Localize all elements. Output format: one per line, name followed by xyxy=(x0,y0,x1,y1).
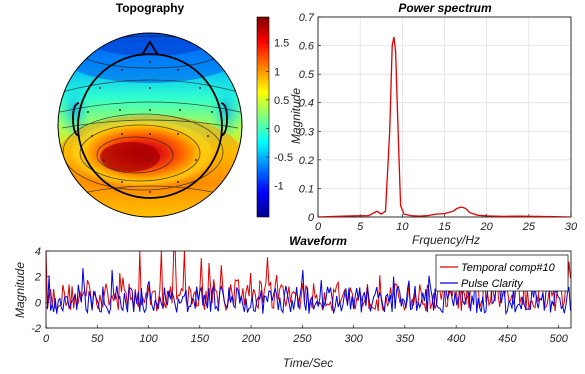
electrode-dot xyxy=(99,87,101,89)
x-tick-label: 25 xyxy=(522,221,536,233)
electrode-dot xyxy=(121,133,123,135)
electrode-dot xyxy=(149,133,151,135)
power-spectrum-grid xyxy=(317,16,572,218)
topography-panel: Topography xyxy=(57,1,293,218)
electrode-dot xyxy=(211,111,213,113)
colorbar-tick-label: 0 xyxy=(274,123,280,135)
electrode-dot xyxy=(149,191,151,193)
electrode-dot xyxy=(149,109,151,111)
power-spectrum-series xyxy=(318,36,571,217)
x-tick-label: 20 xyxy=(480,221,494,233)
colorbar-tick-label: 1.5 xyxy=(274,38,289,50)
electrode-dot xyxy=(91,135,93,137)
electrode-dot xyxy=(199,87,201,89)
electrode-dot xyxy=(195,159,197,161)
y-tick-label: 0.5 xyxy=(299,69,315,81)
x-tick-label: 0 xyxy=(43,333,50,345)
colorbar-tick-label: 0.5 xyxy=(274,95,289,107)
scalp-boundary xyxy=(57,32,243,218)
waveform-ylabel: Magnitude xyxy=(13,262,27,318)
y-tick-label: 0.4 xyxy=(299,98,314,110)
x-tick-label: 200 xyxy=(241,333,261,345)
waveform-xlabel: Time/Sec xyxy=(283,356,334,370)
x-tick-label: 500 xyxy=(550,333,569,345)
power-spectrum-title: Power spectrum xyxy=(398,1,492,15)
power-spectrum-ylabel: Magnitude xyxy=(289,88,303,144)
power-spectrum-ticks: 0 5 10 15 20 25 30 0 0.1 0.2 0.3 0.4 0.5 0.6 0.7 xyxy=(299,12,578,233)
y-tick-label: 0.7 xyxy=(299,12,315,24)
x-tick-label: 5 xyxy=(357,221,364,233)
colorbar-tick-label: -0.5 xyxy=(274,152,293,164)
waveform-legend: Temporal comp#10 Pulse Clarity xyxy=(435,254,569,292)
electrode-dot xyxy=(149,159,151,161)
x-tick-label: 50 xyxy=(91,333,104,345)
electrode-dots xyxy=(87,61,213,193)
electrode-dot xyxy=(207,135,209,137)
y-tick-label: 0 xyxy=(308,212,315,224)
y-tick-label: -2 xyxy=(31,323,41,335)
power-spectrum-panel: Power spectrum 0 5 10 15 20 25 30 0 0.1 0.2 0.3 0.4… xyxy=(289,1,578,247)
electrode-dot xyxy=(179,109,181,111)
y-tick-label: 0.3 xyxy=(299,126,315,138)
legend-box xyxy=(435,254,569,292)
head-outline xyxy=(77,53,223,199)
colorbar xyxy=(256,16,270,218)
electrode-dot xyxy=(177,181,179,183)
electrode-dot xyxy=(87,111,89,113)
x-tick-label: 10 xyxy=(396,221,409,233)
power-spectrum-xlabel: Frquency/Hz xyxy=(412,233,480,247)
waveform-series-pulse xyxy=(46,263,571,316)
x-tick-label: 15 xyxy=(438,221,451,233)
y-tick-label: 4 xyxy=(35,246,41,258)
legend-label-temporal: Temporal comp#10 xyxy=(461,262,556,274)
waveform-title: Waveform xyxy=(289,234,347,248)
x-tick-label: 350 xyxy=(396,333,415,345)
electrode-dot xyxy=(119,109,121,111)
x-tick-label: 300 xyxy=(344,333,363,345)
colorbar-ticks: 1.5 1 0.5 0 -0.5 -1 xyxy=(266,38,293,193)
topography-title: Topography xyxy=(116,1,185,15)
x-tick-label: 150 xyxy=(191,333,210,345)
y-tick-label: 0 xyxy=(35,297,42,309)
x-tick-label: 450 xyxy=(498,333,517,345)
y-tick-label: 2 xyxy=(34,272,41,284)
waveform-panel: Waveform 0 50 100 150 200 250 300 350 400 450 500 -… xyxy=(13,234,572,370)
x-tick-label: 0 xyxy=(315,221,322,233)
electrode-dot xyxy=(177,69,179,71)
left-ear-marker xyxy=(72,102,80,137)
electrode-dot xyxy=(121,69,123,71)
x-tick-label: 250 xyxy=(292,333,312,345)
electrode-dot xyxy=(149,61,151,63)
nose-marker xyxy=(141,40,159,56)
x-tick-label: 400 xyxy=(447,333,466,345)
colorbar-tick-label: 1 xyxy=(274,66,280,78)
waveform-axes xyxy=(45,250,572,329)
scalp-map xyxy=(58,33,242,217)
electrode-dot xyxy=(177,133,179,135)
colorbar-tick-label: -1 xyxy=(274,181,284,193)
x-tick-label: 100 xyxy=(139,333,158,345)
x-tick-label: 30 xyxy=(565,221,578,233)
y-tick-label: 0.6 xyxy=(299,41,315,53)
y-tick-label: 0.1 xyxy=(299,183,314,195)
legend-label-pulse: Pulse Clarity xyxy=(461,278,524,290)
electrode-dot xyxy=(121,181,123,183)
electrode-dot xyxy=(103,159,105,161)
electrode-dot xyxy=(149,87,151,89)
y-tick-label: 0.2 xyxy=(299,155,314,167)
right-ear-marker xyxy=(220,102,228,137)
